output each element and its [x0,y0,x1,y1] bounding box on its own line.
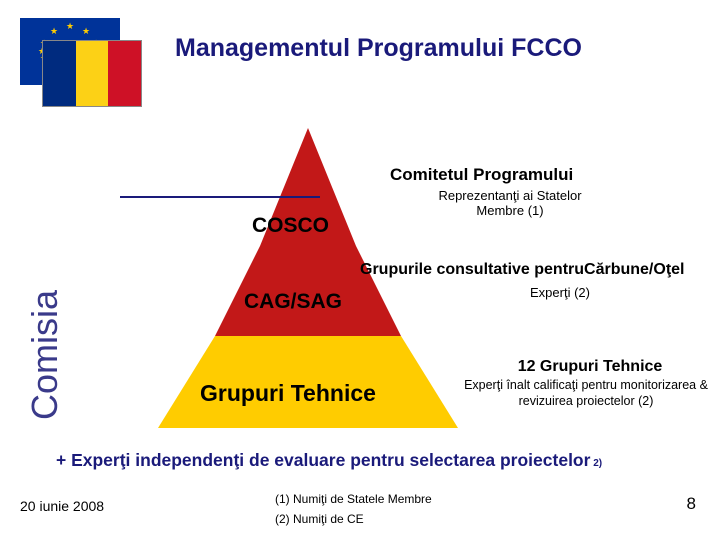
plus-experts-main: + Experţi independenţi de evaluare pentr… [56,450,590,470]
slide-number: 8 [687,494,696,514]
pyramid-label-top: COSCO [252,214,329,238]
pyramid-label-mid: CAG/SAG [244,290,342,314]
plus-experts-suffix: 2) [590,458,602,469]
annot-tg-sub: Experţi înalt calificaţi pentru monitori… [452,378,720,409]
romania-flag [42,40,142,107]
pyramid-label-bot: Grupuri Tehnice [200,380,376,407]
annot-groups-title: Grupurile consultative pentruCărbune/Oţe… [360,261,685,279]
footer-date: 20 iunie 2008 [20,498,104,514]
connector-line [120,196,320,198]
footer-note-1: (1) Numiţi de Statele Membre [275,492,432,506]
star-icon: ★ [50,28,57,35]
flag-stack: ★ ★ ★ ★ ★ ★ ★ ★ ★ ★ ★ ★ ★ [20,18,145,110]
annot-experts: Experţi (2) [530,285,590,300]
sidebar-label-comisia: Comisia [24,290,66,420]
star-icon: ★ [66,23,73,30]
ro-stripe-yellow [76,41,109,106]
star-icon: ★ [82,28,89,35]
annot-tg-title: 12 Grupuri Tehnice [490,358,690,376]
annot-committee-sub: Reprezentanţi ai Statelor Membre (1) [420,188,600,218]
plus-experts-line: + Experţi independenţi de evaluare pentr… [56,450,602,471]
ro-stripe-blue [43,41,76,106]
ro-stripe-red [108,41,141,106]
annot-committee-title: Comitetul Programului [390,165,573,185]
footer-note-2: (2) Numiţi de CE [275,512,364,526]
slide-title: Managementul Programului FCCO [175,34,582,63]
